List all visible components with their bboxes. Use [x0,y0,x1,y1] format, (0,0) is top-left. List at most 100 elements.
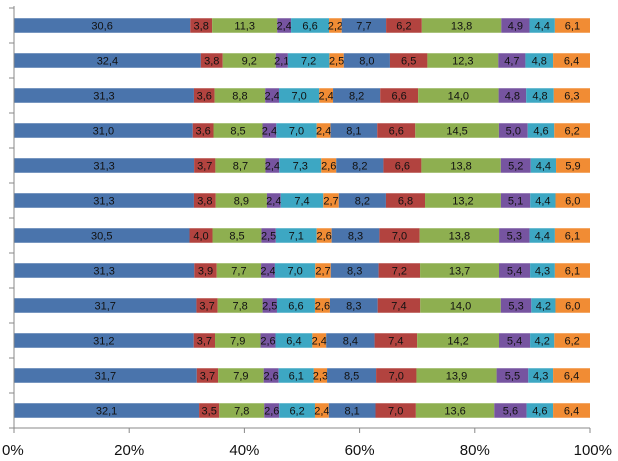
bar-segment [190,18,213,33]
segment-data-label: 6,0 [565,196,580,208]
bar-segment [193,333,216,348]
segment-data-label: 31,3 [93,196,114,208]
bar-segment [553,88,590,103]
bar-segment [425,193,501,208]
segment-data-label: 2,7 [323,196,338,208]
bar-segment [14,403,200,418]
segment-data-label: 7,9 [233,371,248,383]
bar-segment [14,333,194,348]
segment-data-label: 6,6 [288,301,303,313]
bar-segment [333,88,381,103]
segment-data-label: 14,5 [446,126,467,138]
segment-data-label: 8,0 [359,56,374,68]
bar-segment [498,263,531,278]
segment-data-label: 13,8 [451,21,472,33]
segment-data-label: 6,1 [565,231,580,243]
bar-segment [265,88,280,103]
bar-segment [500,193,531,208]
bar-segment [266,193,281,208]
bar-segment [194,158,216,173]
segment-data-label: 8,1 [346,126,361,138]
bar-row: 31,0 3,6 8,5 2,4 7,0 2,4 8,1 6,6 14,5 5,0 4,6 6,2 [14,123,590,138]
bar-segment [389,53,428,68]
segment-data-label: 13,9 [446,371,467,383]
segment-data-label: 2,4 [316,126,331,138]
bar-segment [385,193,426,208]
segment-data-label: 6,2 [289,406,304,418]
bar-row: 30,5 4,0 8,5 2,5 7,1 2,6 8,3 7,0 13,8 5,3 4,4 6,1 [14,228,590,243]
segment-data-label: 6,3 [564,91,579,103]
segment-data-label: 8,2 [355,196,370,208]
segment-data-label: 2,2 [328,21,343,33]
bar-segment [217,298,263,313]
bar-segment [556,158,590,173]
segment-data-label: 2,4 [262,126,277,138]
x-tick-label: 60% [345,442,375,459]
x-axis-ticks: 0% 20% 40% 60% 80% 100% [2,428,612,459]
bar-segment [200,53,223,68]
bar-segment [14,193,194,208]
bar-segment [274,263,316,278]
bar-segment [14,123,193,138]
bar-row: 31,3 3,7 8,7 2,4 7,3 2,6 8,2 6,6 13,8 5,2 4,4 5,9 [14,158,590,173]
segment-data-label: 5,4 [507,266,522,278]
segment-data-label: 8,3 [347,266,362,278]
bar-segment [193,88,215,103]
segment-data-label: 2,6 [317,231,332,243]
segment-data-label: 8,4 [343,336,358,348]
bar-segment [376,368,417,383]
bar-segment [553,403,590,418]
bar-segment [377,298,421,313]
bar-segment [386,18,422,33]
bar-segment [554,18,590,33]
y-axis-ticks [9,7,14,429]
segment-data-label: 7,0 [389,371,404,383]
bar-segment [419,228,500,243]
segment-data-label: 2,4 [260,266,275,278]
segment-data-label: 7,0 [291,91,306,103]
bar-segment [275,228,317,243]
segment-data-label: 8,2 [352,161,367,173]
segment-data-label: 6,1 [565,21,580,33]
bar-segment [214,88,266,103]
segment-data-label: 8,1 [345,406,360,418]
bar-segment [276,298,315,313]
bar-row: 30,6 3,8 11,3 2,4 6,6 2,2 7,7 6,2 13,8 4,9 4,4 6,1 [14,18,590,33]
segment-data-label: 7,4 [388,336,403,348]
bar-segment [14,53,201,68]
bar-segment [262,298,277,313]
segment-data-label: 8,9 [234,196,249,208]
bar-segment [329,53,344,68]
segment-data-label: 6,6 [395,161,410,173]
segment-data-label: 2,6 [321,161,336,173]
bar-segment [275,53,288,68]
segment-data-label: 7,3 [293,161,308,173]
bar-segment [500,298,532,313]
bar-segment [328,403,376,418]
segment-data-label: 2,6 [315,301,330,313]
segment-data-label: 3,9 [198,266,213,278]
segment-data-label: 6,4 [564,371,579,383]
segment-data-label: 31,3 [93,91,114,103]
segment-data-label: 4,6 [532,406,547,418]
bar-segment [501,18,530,33]
segment-data-label: 4,4 [535,21,550,33]
segment-data-label: 6,4 [564,56,579,68]
segment-data-label: 8,3 [348,231,363,243]
segment-data-label: 4,7 [504,56,519,68]
bar-segment [279,88,320,103]
segment-data-label: 7,8 [234,406,249,418]
segment-data-label: 5,3 [508,301,523,313]
segment-data-label: 5,0 [506,126,521,138]
bar-segment [314,403,329,418]
segment-data-label: 5,4 [507,336,522,348]
bar-segment [375,403,416,418]
bar-segment [216,263,262,278]
segment-data-label: 6,6 [392,91,407,103]
bar-segment [496,368,529,383]
bar-segment [377,123,416,138]
bar-segment [498,88,527,103]
bar-segment [14,158,195,173]
bar-segment [378,263,421,278]
bar-segment [14,263,195,278]
